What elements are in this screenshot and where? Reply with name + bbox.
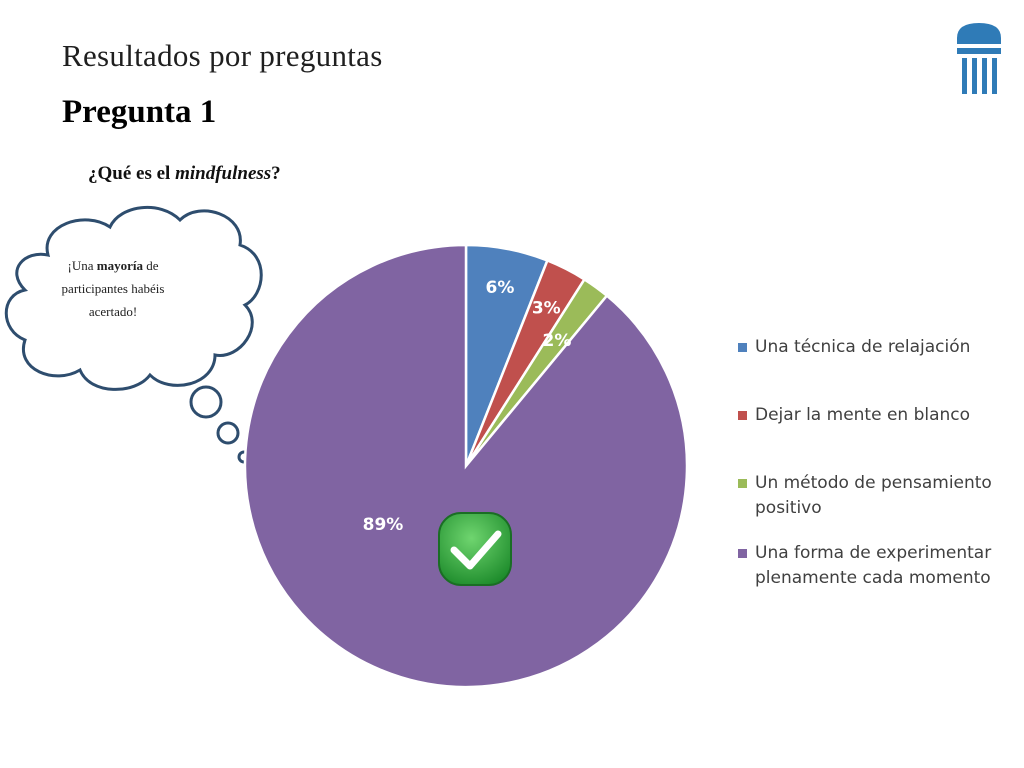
data-label-slice-relajacion: 6% — [486, 278, 515, 298]
question-end: ? — [271, 163, 281, 184]
callout-bold: mayoría — [96, 258, 143, 273]
slide-title: Pregunta 1 — [62, 94, 217, 130]
pie-chart: 6% 3% 2% 89% — [243, 243, 689, 689]
university-columns-logo — [957, 23, 1001, 94]
callout-start: ¡Una — [67, 258, 97, 273]
callout-rest: de participantes habéis acertado! — [61, 258, 165, 319]
question-start: ¿Qué es el — [88, 163, 176, 184]
callout-text: ¡Una mayoría de participantes habéis ace… — [48, 254, 178, 323]
thought-cloud-icon — [4, 205, 263, 464]
data-label-slice-mente-en-blanco: 3% — [532, 298, 561, 318]
checkmark-icon — [438, 512, 512, 586]
legend-item-relajacion: Una técnica de relajación — [738, 335, 1008, 360]
legend-item-mente-en-blanco: Dejar la mente en blanco — [738, 403, 1008, 428]
legend-item-experimentar: Una forma de experimentar plenamente cad… — [738, 541, 1008, 591]
legend-swatch — [738, 549, 747, 558]
legend-label: Una técnica de relajación — [755, 337, 971, 357]
data-label-slice-pensamiento-positivo: 2% — [542, 331, 571, 351]
legend-label: Una forma de experimentar plenamente cad… — [755, 543, 992, 588]
legend-swatch — [738, 411, 747, 420]
legend-swatch — [738, 343, 747, 352]
slide-heading: Resultados por preguntas — [62, 38, 383, 73]
legend-label: Un método de pensamiento positivo — [755, 473, 992, 518]
question-text: ¿Qué es el mindfulness? — [88, 163, 281, 185]
question-keyword: mindfulness — [175, 163, 272, 184]
slice-experimentar — [243, 243, 689, 689]
legend-item-pensamiento-positivo: Un método de pensamiento positivo — [738, 471, 1008, 521]
legend-label: Dejar la mente en blanco — [755, 405, 971, 425]
legend-swatch — [738, 479, 747, 488]
data-label-slice-experimentar: 89% — [363, 515, 404, 535]
